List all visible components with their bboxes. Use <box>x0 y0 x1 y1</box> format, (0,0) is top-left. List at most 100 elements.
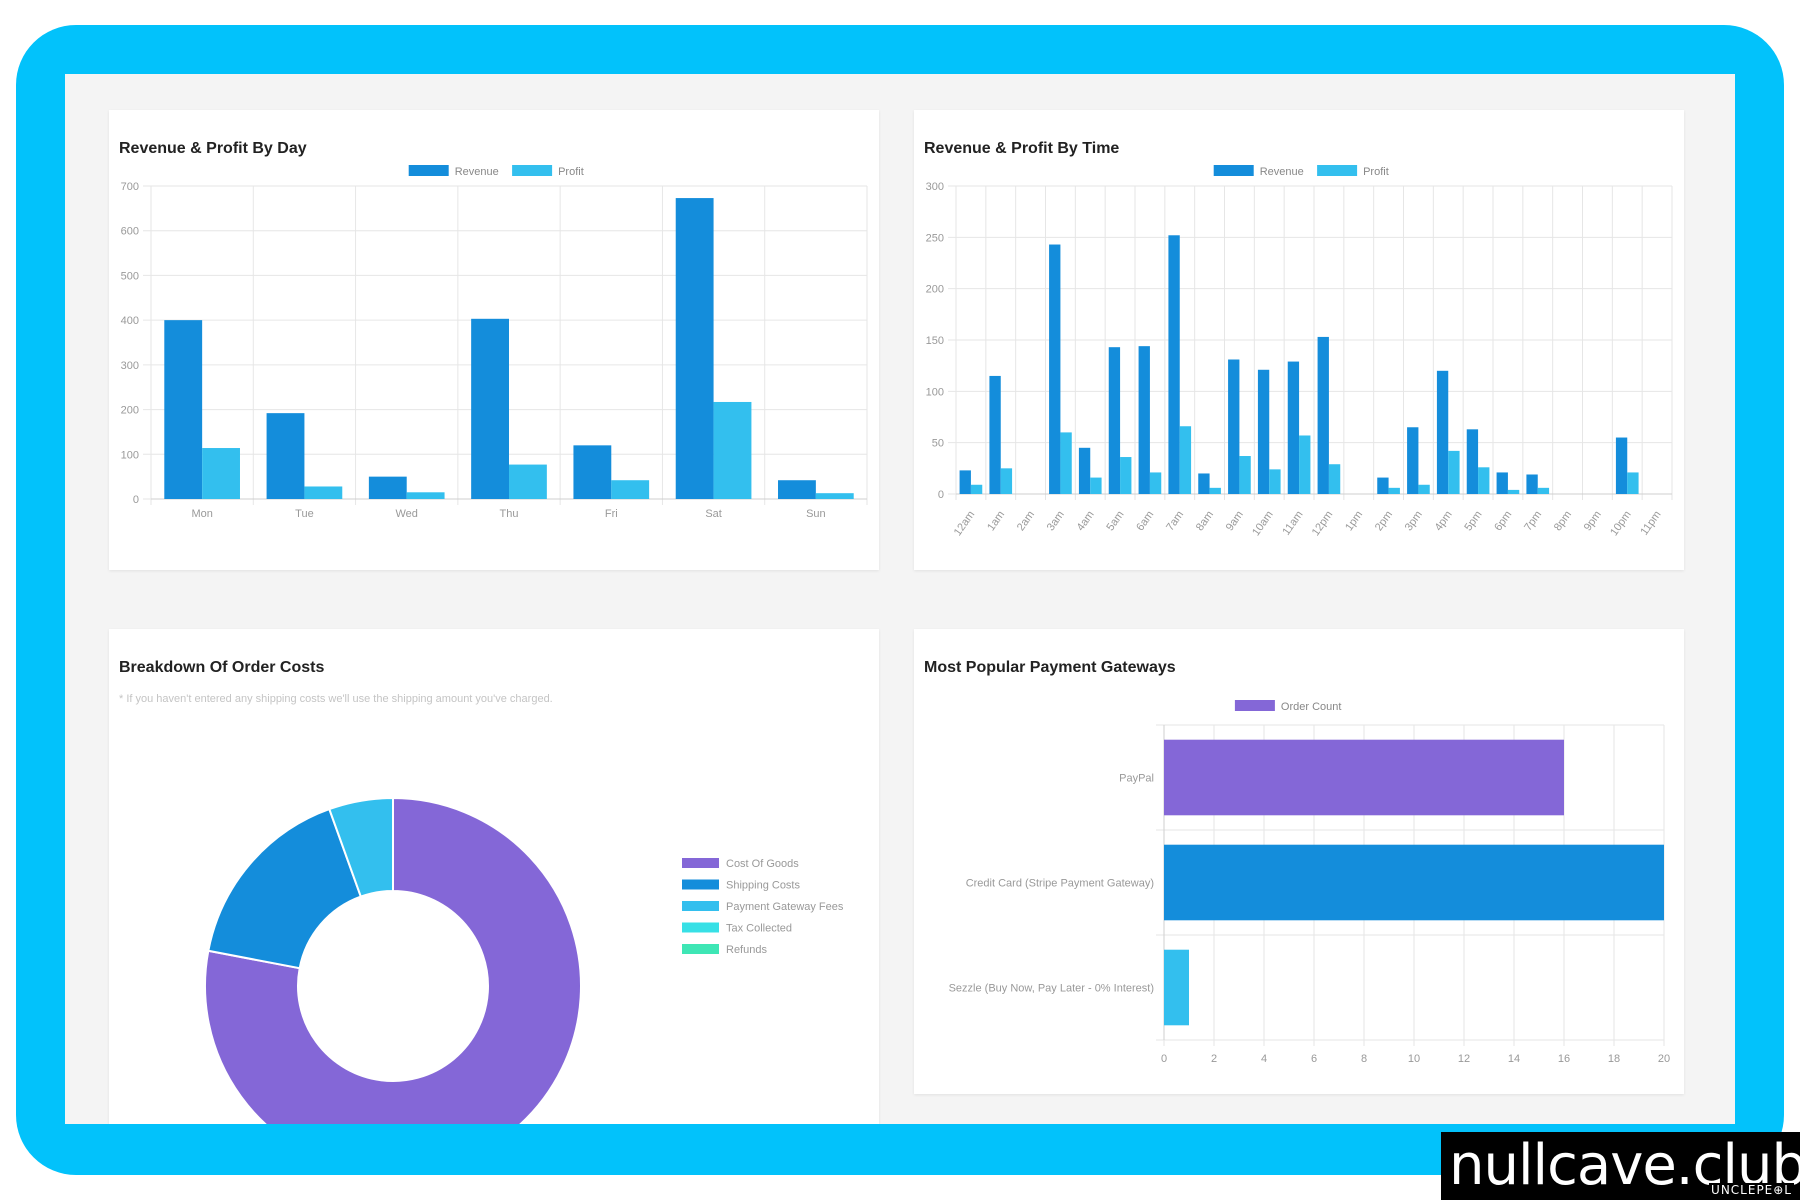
bar-revenue <box>1436 370 1449 494</box>
legend-label: Revenue <box>1260 166 1304 178</box>
x-tick-label: 3am <box>1045 509 1067 533</box>
x-tick-label: 6 <box>1311 1053 1317 1065</box>
bar-revenue <box>1615 437 1628 494</box>
y-tick-label: 100 <box>926 386 944 398</box>
legend-swatch <box>682 879 719 890</box>
order-costs-donut-chart: Cost Of Goods Shipping Costs Payment Gatew… <box>204 796 844 1124</box>
legend-swatch <box>682 944 719 954</box>
x-tick-label: 10pm <box>1608 509 1634 538</box>
legend-label: Profit <box>558 166 584 178</box>
x-tick-label: 20 <box>1658 1053 1670 1065</box>
y-tick-label: 500 <box>121 270 139 282</box>
bar-revenue <box>368 476 407 499</box>
bar-revenue <box>164 320 203 499</box>
card-title: Revenue & Profit By Day <box>119 140 307 157</box>
bar-profit <box>1239 456 1251 494</box>
payment-gateways-chart: 0 2 4 6 8 10 12 14 16 18 20 PayPal Credit Card (Stri… <box>949 700 1670 1065</box>
revenue-profit-by-day-chart: 0 100 200 300 400 500 600 700 Mon Tue Wed Thu Fri Sat… <box>121 165 868 520</box>
bar-profit <box>970 484 983 494</box>
y-tick-label: 100 <box>121 449 139 461</box>
x-tick-label: 9pm <box>1582 509 1604 533</box>
donut-slice-payment-gateway-fees <box>328 796 394 898</box>
bar-profit <box>1507 489 1520 494</box>
x-tick-label: 5am <box>1104 509 1126 533</box>
y-tick-label: 50 <box>932 438 944 450</box>
x-tick-label: Sat <box>705 508 722 520</box>
bar-revenue <box>1407 427 1419 494</box>
x-tick-label: 4am <box>1075 509 1097 533</box>
y-tick-label: 250 <box>926 232 944 244</box>
y-tick-label: 150 <box>926 335 944 347</box>
x-tick-label: 2 <box>1211 1053 1217 1065</box>
legend-label: Order Count <box>1281 701 1342 713</box>
bar-profit <box>713 401 752 499</box>
revenue-profit-by-time-card: Revenue & Profit By Time 0 50 100 150 200 250… <box>914 110 1684 570</box>
bar-profit <box>611 480 650 499</box>
y-tick-label: Credit Card (Stripe Payment Gateway) <box>966 878 1154 890</box>
x-tick-label: 6pm <box>1492 509 1514 533</box>
x-tick-label: 7pm <box>1522 509 1544 533</box>
bar-profit <box>1269 469 1281 494</box>
bar-profit <box>1478 467 1490 494</box>
y-tick-label: 300 <box>121 360 139 372</box>
bar-revenue <box>959 470 971 494</box>
x-tick-label: Wed <box>396 508 418 520</box>
bar-revenue <box>675 198 714 499</box>
x-tick-label: 12 <box>1458 1053 1470 1065</box>
x-tick-label: Sun <box>806 508 826 520</box>
bar-revenue <box>471 318 509 499</box>
x-tick-label: 10am <box>1250 509 1276 538</box>
bar-gateway <box>1164 739 1564 816</box>
bar-profit <box>1000 468 1013 494</box>
bar-profit <box>1328 464 1341 494</box>
bar-revenue <box>778 480 816 499</box>
x-tick-label: 2pm <box>1373 509 1395 533</box>
legend-swatch <box>682 858 719 868</box>
y-tick-label: PayPal <box>1119 773 1154 785</box>
x-tick-label: 8am <box>1194 509 1216 533</box>
bar-revenue <box>1228 359 1240 494</box>
bar-profit <box>1418 484 1430 494</box>
bar-profit <box>1537 487 1550 494</box>
x-tick-label: 1am <box>985 509 1007 533</box>
bar-profit <box>1090 477 1102 494</box>
y-tick-label: 300 <box>926 181 944 193</box>
bar-revenue <box>1078 447 1091 494</box>
revenue-profit-by-time-chart: 0 50 100 150 200 250 300 12am 1am 2am 3am 4am 5am 6am… <box>926 165 1673 538</box>
y-tick-label: 0 <box>133 494 139 506</box>
y-tick-label: 600 <box>121 226 139 238</box>
legend-label: Tax Collected <box>726 923 792 935</box>
x-tick-label: 5pm <box>1462 509 1484 533</box>
x-tick-label: 11pm <box>1638 509 1663 538</box>
bar-revenue <box>1138 346 1150 494</box>
legend-label: Payment Gateway Fees <box>726 901 844 913</box>
y-tick-label: 400 <box>121 315 139 327</box>
bar-revenue <box>1526 474 1538 494</box>
dashboard-screen: Revenue & Profit By Day 0 100 200 300 400 500… <box>65 74 1735 1124</box>
bar-revenue <box>1049 244 1061 494</box>
bar-profit <box>1060 432 1072 494</box>
bar-profit <box>1179 426 1192 494</box>
bar-profit <box>1209 487 1221 494</box>
x-tick-label: 4 <box>1261 1053 1267 1065</box>
y-tick-label: 0 <box>938 489 944 501</box>
x-tick-label: Tue <box>295 508 314 520</box>
card-note: * If you haven't entered any shipping co… <box>119 693 553 705</box>
bar-gateway <box>1164 844 1664 921</box>
bar-profit <box>202 448 240 499</box>
legend-swatch <box>1234 700 1275 711</box>
x-tick-label: 6am <box>1134 509 1156 533</box>
y-tick-label: Sezzle (Buy Now, Pay Later - 0% Interest… <box>949 983 1154 995</box>
x-tick-label: 12pm <box>1310 509 1336 538</box>
bar-gateway <box>1164 949 1189 1026</box>
bar-profit <box>1627 472 1639 494</box>
card-title: Most Popular Payment Gateways <box>924 659 1176 676</box>
bar-revenue <box>266 413 305 499</box>
legend-swatch <box>408 165 449 176</box>
x-tick-label: 8 <box>1361 1053 1367 1065</box>
legend-label: Refunds <box>726 944 767 956</box>
bar-profit <box>1149 472 1162 494</box>
bar-revenue <box>1168 235 1180 494</box>
legend-swatch <box>1317 165 1358 176</box>
x-tick-label: Fri <box>605 508 618 520</box>
